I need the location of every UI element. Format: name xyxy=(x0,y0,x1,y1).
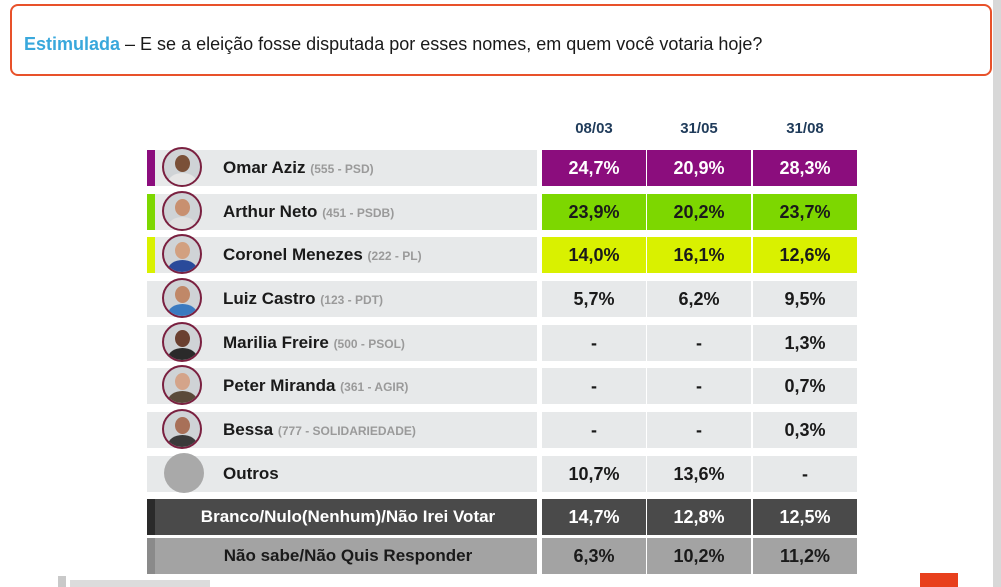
candidate-name: Marilia Freire (500 - PSOL) xyxy=(223,333,405,352)
value-cell: 12,6% xyxy=(753,237,857,273)
row-background xyxy=(147,281,537,317)
value-cell: 28,3% xyxy=(753,150,857,186)
value-cell: 9,5% xyxy=(753,281,857,317)
candidate-row: Peter Miranda (361 - AGIR) - - 0,7% xyxy=(147,365,857,405)
row-background xyxy=(147,368,537,404)
outros-label: Outros xyxy=(223,464,279,483)
footer-logo xyxy=(58,576,210,587)
value-cell: 20,9% xyxy=(647,150,751,186)
candidate-name: Omar Aziz (555 - PSD) xyxy=(223,158,374,177)
candidate-party: (500 - PSOL) xyxy=(333,337,405,351)
value-cell: 12,5% xyxy=(753,499,857,535)
candidate-photo xyxy=(162,191,202,231)
question-box: Estimulada – E se a eleição fosse disput… xyxy=(10,4,992,76)
candidate-name: Peter Miranda (361 - AGIR) xyxy=(223,376,409,395)
footer-accent-mark xyxy=(920,573,958,587)
value-cell: - xyxy=(647,325,751,361)
value-cell: 12,8% xyxy=(647,499,751,535)
row-accent xyxy=(147,150,155,186)
row-background xyxy=(147,538,537,574)
nao-sabe-label: Não sabe/Não Quis Responder xyxy=(223,546,473,565)
value-cell: - xyxy=(647,368,751,404)
value-cell: 23,9% xyxy=(542,194,646,230)
row-accent xyxy=(147,194,155,230)
value-cell: 16,1% xyxy=(647,237,751,273)
value-cell: 0,3% xyxy=(753,412,857,448)
value-cell: 6,3% xyxy=(542,538,646,574)
question-highlight: Estimulada xyxy=(24,34,121,54)
branco-row: Branco/Nulo(Nenhum)/Não Irei Votar 14,7%… xyxy=(147,499,857,535)
candidate-name: Arthur Neto (451 - PSDB) xyxy=(223,202,395,221)
candidate-row: Luiz Castro (123 - PDT) 5,7% 6,2% 9,5% xyxy=(147,278,857,318)
outros-row: Outros 10,7% 13,6% - xyxy=(147,453,857,493)
value-cell: 14,0% xyxy=(542,237,646,273)
candidate-party: (222 - PL) xyxy=(367,249,422,263)
value-cell: - xyxy=(753,456,857,492)
value-cell: 10,7% xyxy=(542,456,646,492)
value-cell: - xyxy=(542,412,646,448)
candidate-photo xyxy=(162,409,202,449)
candidate-party: (361 - AGIR) xyxy=(340,380,409,394)
row-accent xyxy=(147,237,155,273)
row-background xyxy=(147,194,537,230)
row-background xyxy=(147,412,537,448)
candidate-name: Coronel Menezes (222 - PL) xyxy=(223,245,422,264)
candidate-party: (777 - SOLIDARIEDADE) xyxy=(277,424,416,438)
row-accent xyxy=(147,538,155,574)
nao-sabe-row: Não sabe/Não Quis Responder 6,3% 10,2% 1… xyxy=(147,538,857,574)
value-cell: 14,7% xyxy=(542,499,646,535)
row-background xyxy=(147,150,537,186)
branco-label: Branco/Nulo(Nenhum)/Não Irei Votar xyxy=(200,507,496,526)
question-body: – E se a eleição fosse disputada por ess… xyxy=(120,34,763,54)
candidate-photo xyxy=(162,234,202,274)
column-header-3: 31/08 xyxy=(786,120,824,137)
column-header-2: 31/05 xyxy=(680,120,718,137)
candidate-party: (451 - PSDB) xyxy=(322,206,395,220)
value-cell: 5,7% xyxy=(542,281,646,317)
column-header-1: 08/03 xyxy=(575,120,613,137)
value-cell: 13,6% xyxy=(647,456,751,492)
row-background xyxy=(147,325,537,361)
candidate-photo xyxy=(162,322,202,362)
candidate-party: (555 - PSD) xyxy=(310,162,374,176)
row-background xyxy=(147,237,537,273)
value-cell: 11,2% xyxy=(753,538,857,574)
candidate-row: Marilia Freire (500 - PSOL) - - 1,3% xyxy=(147,322,857,362)
row-accent xyxy=(147,499,155,535)
candidate-row: Coronel Menezes (222 - PL) 14,0% 16,1% 1… xyxy=(147,234,857,274)
value-cell: 1,3% xyxy=(753,325,857,361)
question-text: Estimulada – E se a eleição fosse disput… xyxy=(24,34,762,55)
candidate-photo xyxy=(162,365,202,405)
candidate-name: Bessa (777 - SOLIDARIEDADE) xyxy=(223,420,416,439)
value-cell: - xyxy=(542,368,646,404)
value-cell: - xyxy=(542,325,646,361)
placeholder-avatar-icon xyxy=(164,453,204,493)
row-background xyxy=(147,499,537,535)
value-cell: 10,2% xyxy=(647,538,751,574)
value-cell: - xyxy=(647,412,751,448)
candidate-party: (123 - PDT) xyxy=(320,293,383,307)
value-cell: 20,2% xyxy=(647,194,751,230)
candidate-row: Bessa (777 - SOLIDARIEDADE) - - 0,3% xyxy=(147,409,857,449)
candidate-row: Omar Aziz (555 - PSD) 24,7% 20,9% 28,3% xyxy=(147,147,857,187)
value-cell: 24,7% xyxy=(542,150,646,186)
slide-edge xyxy=(993,0,1001,587)
candidate-photo xyxy=(162,278,202,318)
row-background xyxy=(147,456,537,492)
candidate-row: Arthur Neto (451 - PSDB) 23,9% 20,2% 23,… xyxy=(147,191,857,231)
value-cell: 0,7% xyxy=(753,368,857,404)
value-cell: 6,2% xyxy=(647,281,751,317)
candidate-photo xyxy=(162,147,202,187)
value-cell: 23,7% xyxy=(753,194,857,230)
candidate-name: Luiz Castro (123 - PDT) xyxy=(223,289,383,308)
